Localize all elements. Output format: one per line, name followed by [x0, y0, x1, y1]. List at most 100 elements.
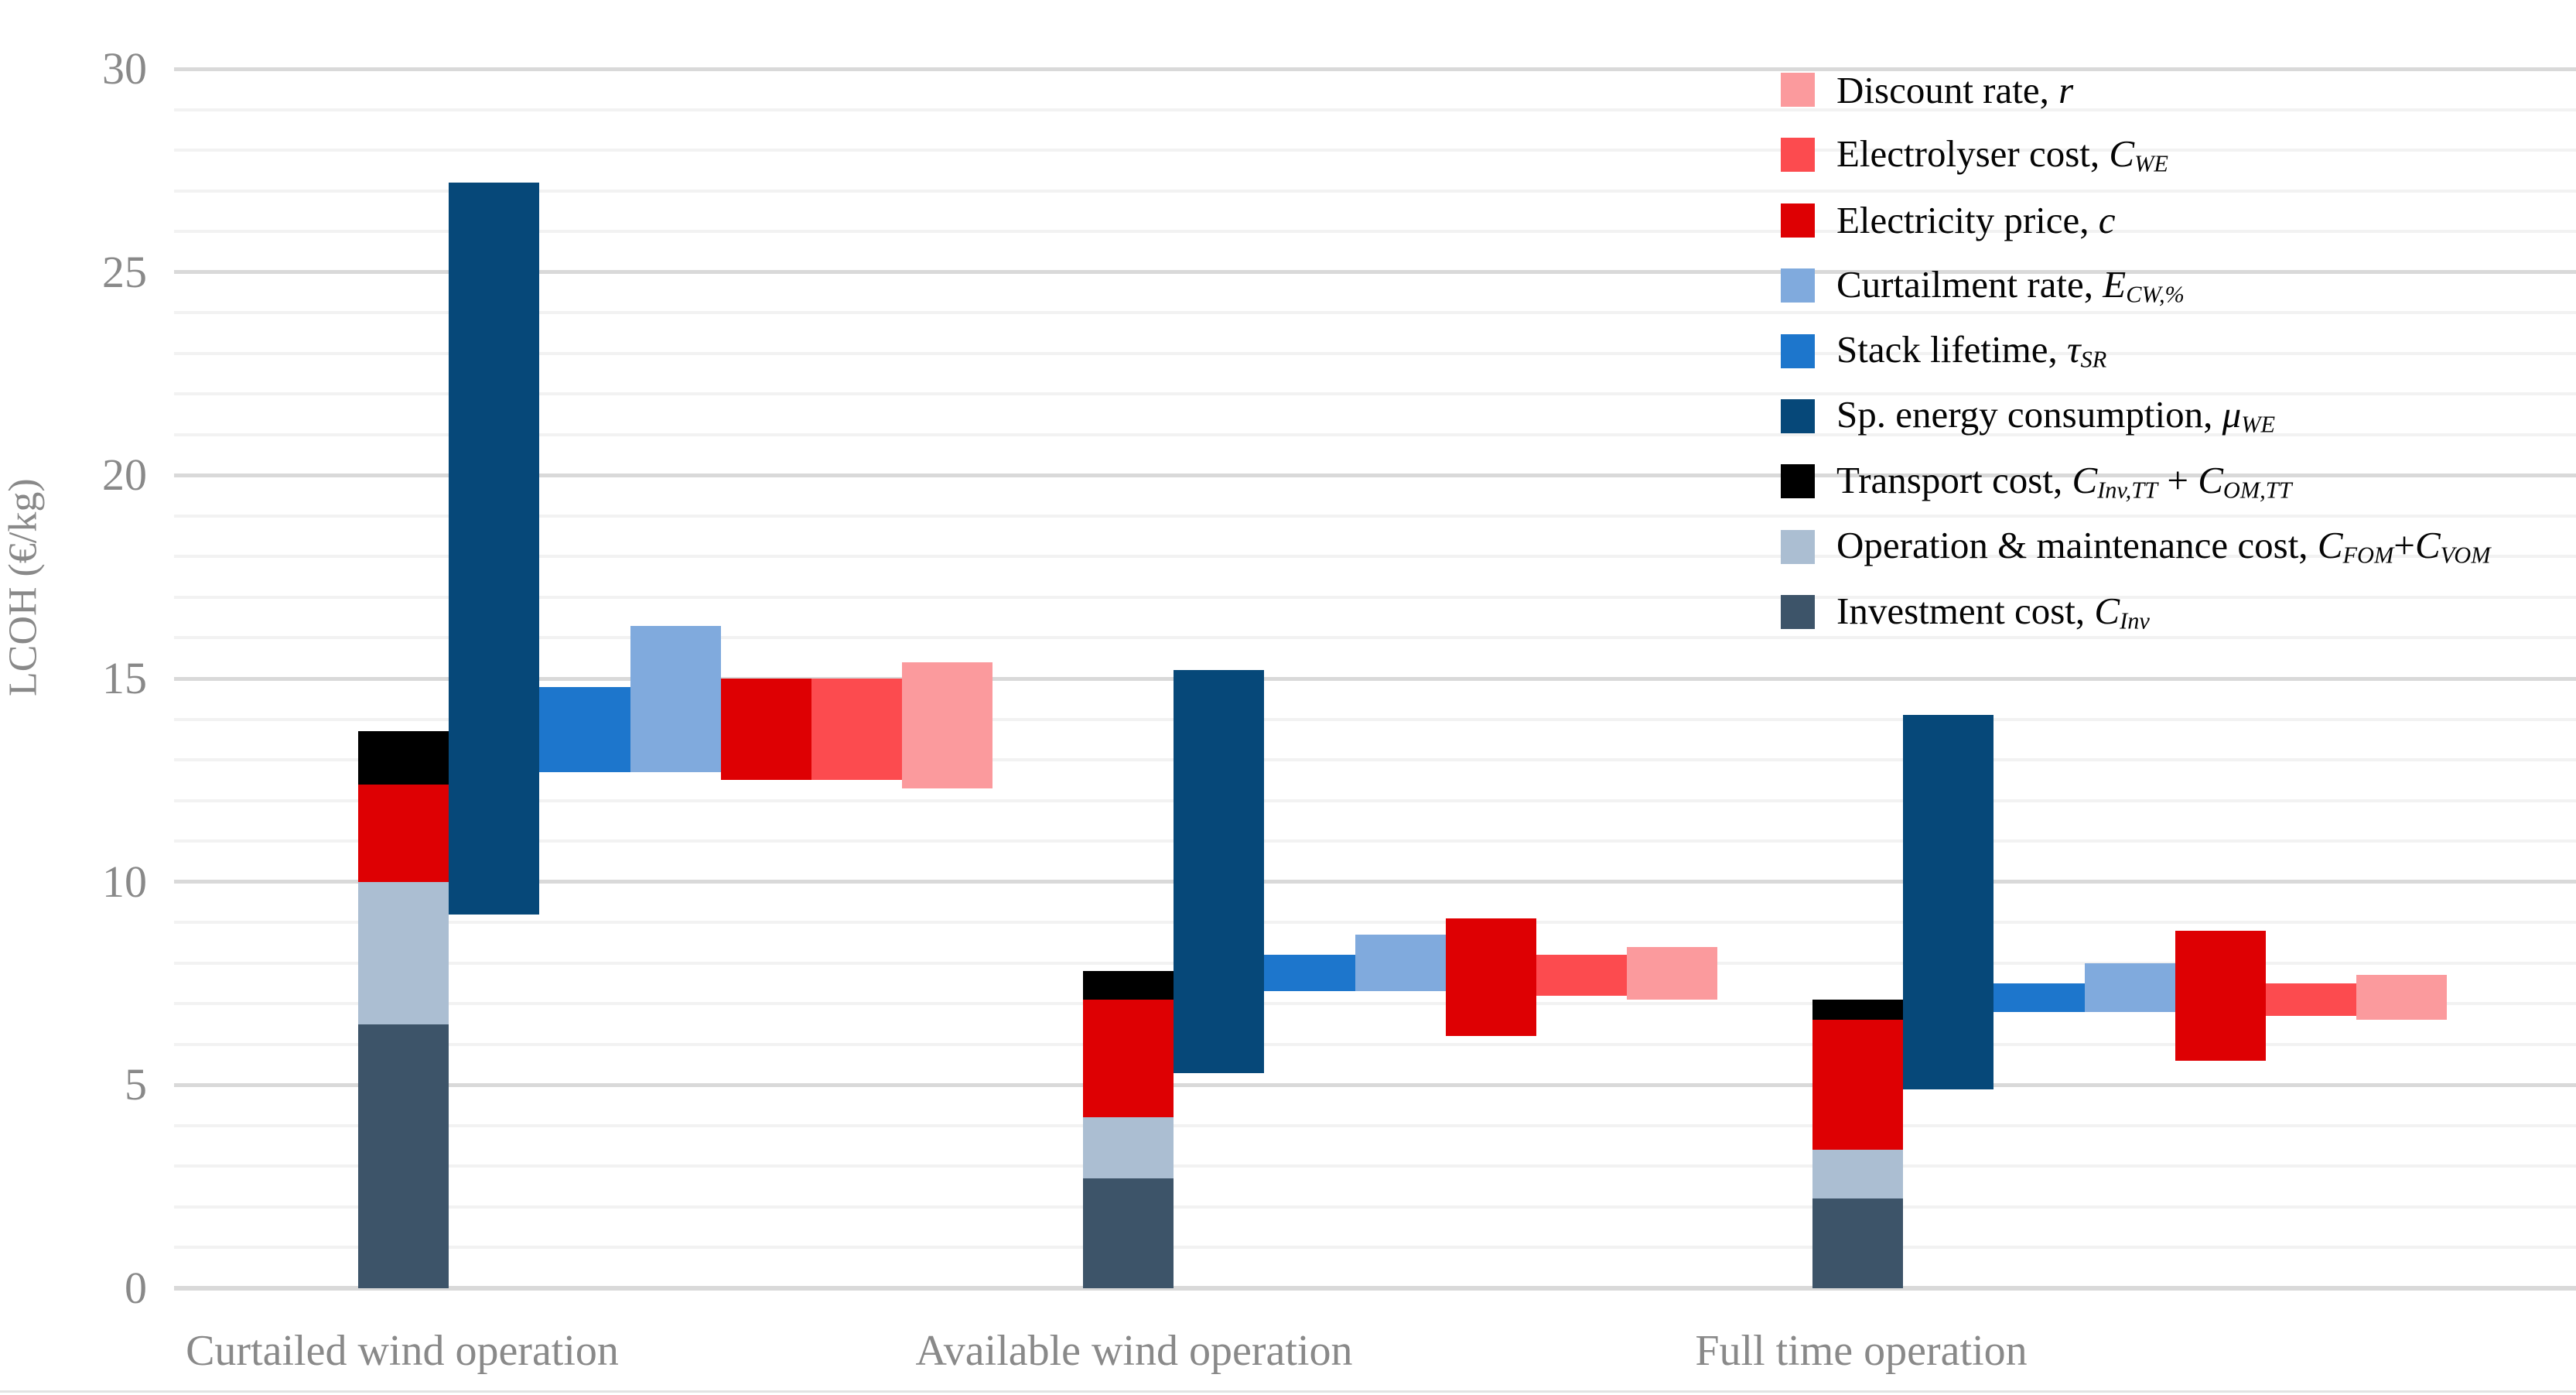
stacked-bar-segment [1083, 971, 1174, 1000]
legend-label: Stack lifetime, τSR [1836, 330, 2106, 371]
minor-gridline [174, 839, 2576, 843]
stacked-bar-segment [358, 731, 449, 785]
electrolyser-cost-swatch-icon [1781, 138, 1815, 173]
minor-gridline [174, 351, 2576, 355]
stacked-bar-segment [1812, 1000, 1904, 1021]
minor-gridline [174, 433, 2576, 436]
legend-label-part: Electrolyser cost, [1836, 132, 2110, 175]
legend-label: Discount rate, r [1836, 71, 2073, 109]
stacked-bar-segment [1083, 1000, 1174, 1118]
range-bar [2084, 962, 2175, 1012]
stacked-bar-segment [1812, 1020, 1904, 1151]
category-label: Available wind operation [915, 1327, 1353, 1375]
legend-label-part: τ [2067, 328, 2081, 371]
legend-label-part: VOM [2440, 542, 2491, 569]
legend-label-part: Inv,TT [2097, 477, 2158, 504]
range-bar [1355, 934, 1446, 992]
y-tick-label: 5 [125, 1059, 147, 1110]
range-bar [720, 679, 811, 781]
minor-gridline [174, 311, 2576, 315]
y-tick-label: 30 [102, 43, 147, 94]
minor-gridline [174, 555, 2576, 559]
legend-label-part: Curtailment rate, [1836, 262, 2103, 306]
legend-item-electrolyser-cost: Electrolyser cost, CWE [1781, 130, 2168, 180]
range-bar [2266, 983, 2357, 1017]
legend-label-part: Transport cost, [1836, 458, 2072, 501]
legend-label-part: Sp. energy consumption, [1836, 393, 2222, 436]
range-bar [1536, 955, 1628, 996]
range-bar [539, 686, 630, 772]
minor-gridline [174, 717, 2576, 721]
minor-gridline [174, 514, 2576, 518]
legend-label-part: E [2103, 262, 2127, 306]
legend-label-part: C [2072, 458, 2098, 501]
minor-gridline [174, 1123, 2576, 1127]
transport-cost-swatch-icon [1781, 464, 1815, 499]
major-gridline [174, 270, 2576, 275]
sp-energy-consumption-swatch-icon [1781, 399, 1815, 433]
legend-label-part: + [2157, 458, 2198, 501]
legend-label-part: r [2058, 68, 2074, 111]
stacked-bar-segment [358, 784, 449, 882]
legend-item-sp-energy-consumption: Sp. energy consumption, μWE [1781, 391, 2275, 441]
minor-gridline [174, 1205, 2576, 1209]
legend-label: Electricity price, c [1836, 201, 2116, 239]
legend-label-part: FOM [2342, 542, 2394, 569]
range-bar [1627, 946, 1718, 1000]
legend-label: Investment cost, CInv [1836, 592, 2150, 633]
legend-label: Curtailment rate, ECW,% [1836, 265, 2185, 306]
range-bar [2175, 930, 2266, 1061]
range-bar [1174, 670, 1265, 1073]
range-bar [1264, 955, 1355, 992]
minor-gridline [174, 1042, 2576, 1046]
x-axis-baseline [174, 1286, 2576, 1291]
legend-label-part: Discount rate, [1836, 68, 2059, 111]
y-tick-label: 10 [102, 856, 147, 907]
legend-label-part: c [2098, 199, 2116, 242]
minor-gridline [174, 1246, 2576, 1250]
minor-gridline [174, 636, 2576, 640]
legend-label-part: + [2393, 524, 2415, 567]
operation-maintenance-cost-swatch-icon [1781, 529, 1815, 564]
major-gridline [174, 676, 2576, 681]
legend-label-part: Operation & maintenance cost, [1836, 524, 2318, 567]
legend-item-discount-rate: Discount rate, r [1781, 65, 2073, 115]
legend-label-part: Inv [2120, 607, 2150, 634]
legend-label: Operation & maintenance cost, CFOM+CVOM [1836, 526, 2491, 567]
legend-label-part: C [2317, 524, 2343, 567]
minor-gridline [174, 189, 2576, 193]
range-bar [811, 679, 903, 781]
category-label: Curtailed wind operation [186, 1327, 619, 1375]
y-tick-label: 25 [102, 246, 147, 297]
legend-label-part: WE [2134, 150, 2168, 177]
minor-gridline [174, 921, 2576, 925]
legend-item-investment-cost: Investment cost, CInv [1781, 587, 2150, 637]
y-tick-label: 15 [102, 653, 147, 703]
legend-label-part: CW,% [2126, 281, 2185, 308]
legend-label-part: Stack lifetime, [1836, 328, 2067, 371]
range-bar [2356, 975, 2448, 1021]
stacked-bar-segment [1812, 1198, 1904, 1288]
major-gridline [174, 1082, 2576, 1087]
legend-label-part: WE [2241, 412, 2276, 439]
stacked-bar-segment [358, 1024, 449, 1288]
stacked-bar-segment [1083, 1178, 1174, 1288]
range-bar [1445, 918, 1536, 1037]
legend-label-part: C [2094, 589, 2120, 632]
discount-rate-swatch-icon [1781, 73, 1815, 107]
y-tick-label: 20 [102, 450, 147, 501]
legend-label-part: SR [2080, 346, 2107, 373]
major-gridline [174, 473, 2576, 477]
stacked-bar-segment [358, 881, 449, 1024]
legend-item-curtailment-rate: Curtailment rate, ECW,% [1781, 261, 2185, 310]
range-bar [902, 662, 993, 788]
minor-gridline [174, 1164, 2576, 1168]
minor-gridline [174, 798, 2576, 802]
legend-label: Electrolyser cost, CWE [1836, 135, 2168, 176]
minor-gridline [174, 149, 2576, 152]
legend-label-part: C [2414, 524, 2441, 567]
stacked-bar-segment [1083, 1117, 1174, 1179]
range-bar [449, 183, 540, 915]
legend-item-stack-lifetime: Stack lifetime, τSR [1781, 327, 2106, 376]
